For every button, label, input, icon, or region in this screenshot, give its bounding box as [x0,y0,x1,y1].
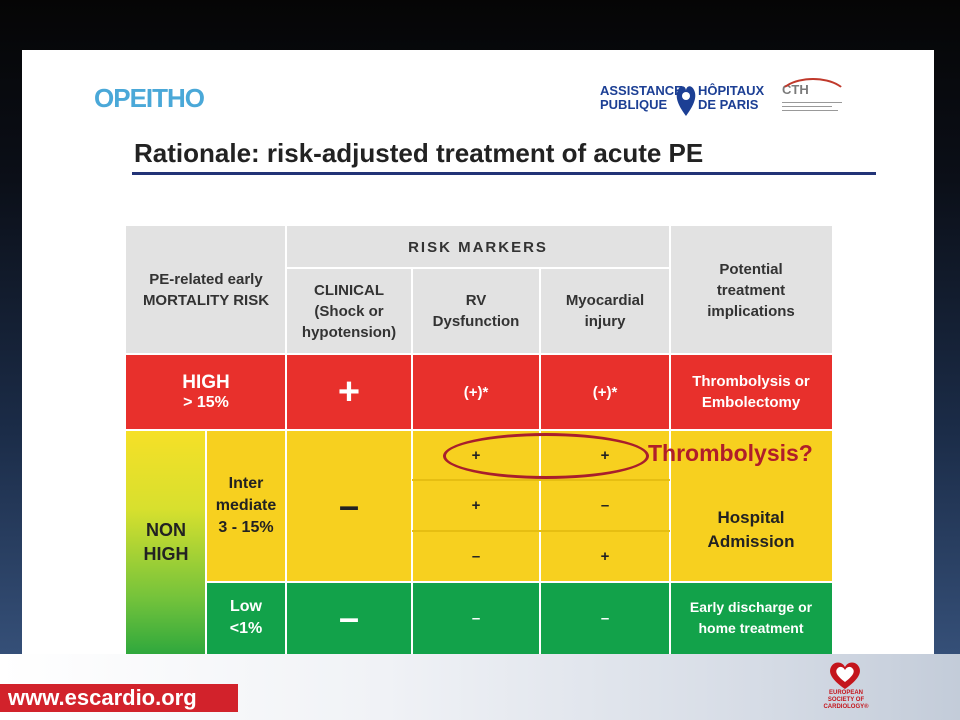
grid-line [206,581,832,583]
high-rv: (+)* [412,354,540,430]
high-label: HIGH [182,372,230,393]
grid-line [286,267,670,269]
grid-line [126,353,832,355]
high-risk-cell: HIGH > 15% [126,354,286,430]
low-myo: – [540,582,670,654]
grid-line [412,479,670,481]
grid-line [412,530,670,532]
header-myocardial-injury: Myocardial injury [540,268,670,354]
aphp-text-2: HÔPITAUX DE PARIS [698,83,765,112]
header-risk-markers: RISK MARKERS [286,226,670,268]
aphp-logo: ASSISTANCE PUBLIQUE HÔPITAUX DE PARIS CT… [600,78,880,126]
esc-logo-text: EUROPEAN SOCIETY OF CARDIOLOGY® [823,690,869,710]
non-high-cell: NON HIGH [126,430,206,654]
header-clinical: CLINICAL (Shock or hypotension) [286,268,412,354]
aphp-heart-icon [676,86,696,116]
opeitho-logo: OPEITHO [94,83,205,114]
low-pct: <1% [229,620,263,637]
low-rv: – [412,582,540,654]
intermediate-myo-row3: + [540,531,670,582]
footer-url[interactable]: www.escardio.org [0,684,238,712]
intermediate-treatment: Hospital Admission [670,430,832,582]
high-pct: > 15% [183,394,229,411]
grid-line [126,429,832,431]
low-clinical: – [286,582,412,654]
low-risk-cell: Low <1% [206,582,286,654]
esc-heart-icon [830,662,860,689]
intermediate-rv-row2: + [412,480,540,531]
intermediate-myo-row2: – [540,480,670,531]
grid-line [205,430,207,654]
slide-title: Rationale: risk-adjusted treatment of ac… [134,138,704,168]
slide: OPEITHO ASSISTANCE PUBLIQUE HÔPITAUX DE … [22,50,934,654]
intermediate-label: Inter mediate [215,475,277,514]
grid-line [285,226,287,654]
low-label: Low [230,598,262,615]
intermediate-clinical: – [286,430,412,582]
header-rv-dysfunction: RV Dysfunction [412,268,540,354]
risk-table: PE-related early MORTALITY RISK RISK MAR… [126,226,860,654]
header-risk-cell: PE-related early MORTALITY RISK [126,226,286,354]
low-treatment: Early discharge or home treatment [670,582,832,654]
intermediate-rv-row3: – [412,531,540,582]
header-treatment: Potential treatment implications [670,226,832,354]
high-clinical: + [286,354,412,430]
aphp-text-1: ASSISTANCE PUBLIQUE [600,83,683,112]
grid-line [411,268,413,654]
title-underline [132,172,876,175]
cth-fine-print [782,100,852,118]
thrombolysis-annotation: Thrombolysis? [648,440,813,466]
cth-fine-print-lines [782,102,842,111]
high-myo: (+)* [540,354,670,430]
esc-logo: EUROPEAN SOCIETY OF CARDIOLOGY® [818,660,874,714]
intermediate-cell: Inter mediate 3 - 15% [206,430,286,582]
intermediate-pct: 3 - 15% [218,519,274,536]
grid-line [669,226,671,654]
high-treatment: Thrombolysis or Embolectomy [670,354,832,430]
opeitho-logo-text: OPEITHO [94,83,205,113]
highlight-ellipse [443,433,649,479]
cth-logo: CTH [776,78,850,97]
cth-arc [776,78,850,122]
